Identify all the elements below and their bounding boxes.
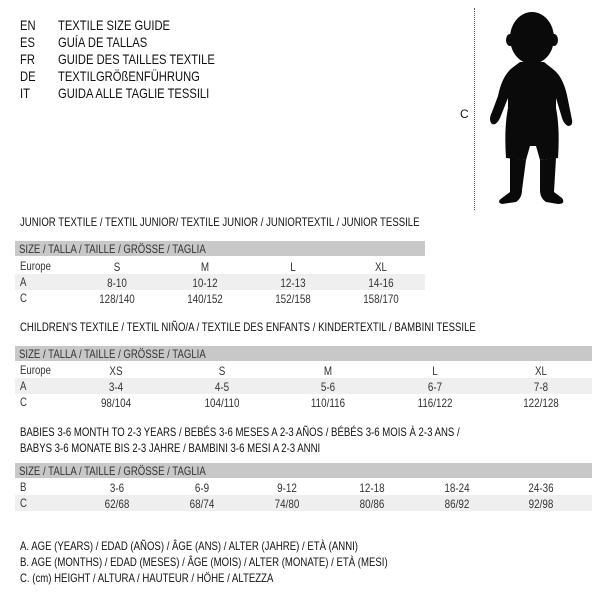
table-cell: 18-24 [444, 481, 470, 495]
lang-title: TEXTILE SIZE GUIDE [58, 17, 171, 33]
babies-size-header: SIZE / TALLA / TAILLE / GRÖSSE / TAGLIA [15, 463, 592, 478]
child-silhouette-icon [490, 12, 573, 204]
table-cell: 10-12 [192, 276, 218, 290]
table-cell: M [323, 364, 333, 378]
table-cell: 68/74 [189, 497, 215, 511]
legend-item: C. (cm) HEIGHT / ALTURA / HAUTEUR / HÖHE… [20, 571, 274, 585]
children-section-title: CHILDREN'S TEXTILE / TEXTIL NIÑO/A / TEX… [20, 320, 476, 334]
table-cell: 6-9 [194, 481, 210, 495]
table-cell: 122/128 [523, 396, 559, 410]
table-cell: L [432, 364, 438, 378]
table-row: C 98/104 104/110 110/116 116/122 122/128 [15, 394, 592, 410]
lang-code: ES [20, 34, 35, 50]
table-cell: 8-10 [107, 276, 127, 290]
legend-item: B. AGE (MONTHS) / EDAD (MESES) / ÂGE (MO… [20, 555, 388, 569]
row-label: B [20, 480, 27, 494]
table-cell: M [200, 260, 210, 274]
row-label: C [20, 496, 27, 510]
table-cell: XL [374, 260, 388, 274]
lang-code: IT [20, 85, 30, 101]
table-row: C 128/140 140/152 152/158 158/170 [15, 290, 425, 306]
height-measure-label: C [460, 107, 469, 121]
table-row: C 62/68 68/74 74/80 80/86 86/92 92/98 [15, 495, 592, 511]
row-label: C [20, 395, 27, 409]
lang-title: TEXTILGRÖßENFÜHRUNG [58, 68, 200, 84]
table-cell: 24-36 [528, 481, 554, 495]
legend-item: A. AGE (YEARS) / EDAD (AÑOS) / ÂGE (ANS)… [20, 539, 359, 553]
table-cell: 3-4 [108, 380, 124, 394]
table-cell: 98/104 [100, 396, 132, 410]
table-cell: 110/116 [310, 396, 346, 410]
table-cell: 152/158 [275, 292, 311, 306]
lang-title: GUIDE DES TAILLES TEXTILE [58, 51, 215, 67]
row-label: A [20, 379, 27, 393]
row-label: Europe [20, 363, 51, 377]
children-size-header: SIZE / TALLA / TAILLE / GRÖSSE / TAGLIA [15, 346, 592, 361]
size-header-text: SIZE / TALLA / TAILLE / GRÖSSE / TAGLIA [19, 242, 206, 256]
size-header-text: SIZE / TALLA / TAILLE / GRÖSSE / TAGLIA [19, 464, 206, 478]
table-cell: 12-13 [280, 276, 306, 290]
table-cell: 128/140 [99, 292, 135, 306]
table-cell: 9-12 [277, 481, 297, 495]
table-cell: 80/86 [359, 497, 385, 511]
babies-section-title: BABIES 3-6 MONTH TO 2-3 YEARS / BEBÉS 3-… [20, 425, 460, 439]
table-cell: 92/98 [528, 497, 554, 511]
lang-code: DE [20, 68, 36, 84]
table-cell: S [218, 364, 226, 378]
lang-code: EN [20, 17, 36, 33]
row-label: Europe [20, 259, 51, 273]
table-cell: S [113, 260, 121, 274]
table-cell: 140/152 [187, 292, 223, 306]
table-cell: XS [109, 364, 123, 378]
table-cell: 6-7 [427, 380, 443, 394]
table-cell: 62/68 [104, 497, 130, 511]
table-row: A 3-4 4-5 5-6 6-7 7-8 [15, 378, 592, 394]
size-header-text: SIZE / TALLA / TAILLE / GRÖSSE / TAGLIA [19, 347, 206, 361]
table-cell: 5-6 [320, 380, 336, 394]
table-row: A 8-10 10-12 12-13 14-16 [15, 274, 425, 290]
height-measure-line [474, 8, 475, 210]
table-row: B 3-6 6-9 9-12 12-18 18-24 24-36 [15, 479, 592, 495]
table-cell: 12-18 [359, 481, 385, 495]
table-cell: 86/92 [444, 497, 470, 511]
table-cell: 14-16 [368, 276, 394, 290]
table-row: Europe XS S M L XL [15, 362, 592, 378]
table-cell: 4-5 [214, 380, 230, 394]
junior-size-header: SIZE / TALLA / TAILLE / GRÖSSE / TAGLIA [15, 241, 425, 256]
table-cell: XL [534, 364, 548, 378]
junior-section-title: JUNIOR TEXTILE / TEXTIL JUNIOR/ TEXTILE … [20, 215, 420, 229]
table-cell: 7-8 [533, 380, 549, 394]
table-cell: 104/110 [204, 396, 240, 410]
lang-title: GUIDA ALLE TAGLIE TESSILI [58, 85, 210, 101]
table-cell: 3-6 [109, 481, 125, 495]
lang-code: FR [20, 51, 35, 67]
table-cell: L [290, 260, 296, 274]
row-label: C [20, 291, 27, 305]
babies-section-title-line2: BABYS 3-6 MONATE BIS 2-3 JAHRE / BAMBINI… [20, 441, 321, 455]
table-row: Europe S M L XL [15, 258, 425, 274]
table-cell: 74/80 [274, 497, 300, 511]
row-label: A [20, 275, 27, 289]
lang-title: GUÍA DE TALLAS [58, 34, 148, 50]
table-cell: 116/122 [417, 396, 453, 410]
table-cell: 158/170 [363, 292, 399, 306]
